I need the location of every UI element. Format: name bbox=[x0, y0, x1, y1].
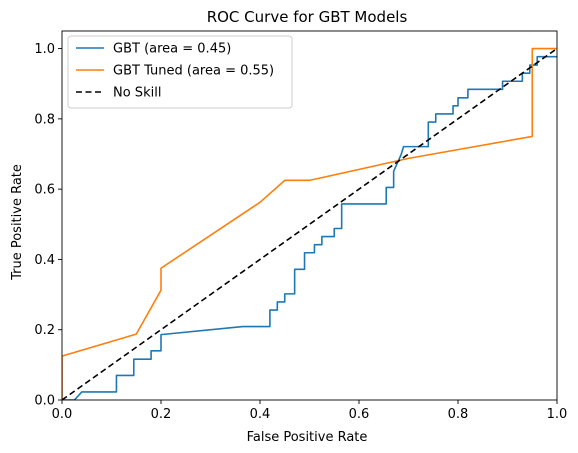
x-tick-label-5: 1.0 bbox=[547, 407, 568, 422]
y-tick-label-1: 0.2 bbox=[34, 323, 55, 338]
legend-label-1: GBT Tuned (area = 0.55) bbox=[113, 64, 274, 79]
series-line-0 bbox=[62, 55, 557, 400]
y-tick-label-3: 0.6 bbox=[34, 183, 55, 198]
series-group bbox=[62, 47, 557, 400]
x-tick-label-1: 0.2 bbox=[151, 407, 172, 422]
x-tick-label-2: 0.4 bbox=[250, 407, 271, 422]
series-line-2 bbox=[62, 47, 557, 400]
y-axis-label: True Positive Rate bbox=[10, 164, 25, 281]
x-tick-label-0: 0.0 bbox=[52, 407, 73, 422]
legend-label-2: No Skill bbox=[113, 86, 161, 101]
x-tick-label-4: 0.8 bbox=[448, 407, 469, 422]
y-tick-label-4: 0.8 bbox=[34, 112, 55, 127]
axes-frame bbox=[61, 30, 558, 401]
chart-title: ROC Curve for GBT Models bbox=[207, 8, 408, 26]
x-axis-label: False Positive Rate bbox=[247, 430, 368, 445]
legend-box bbox=[67, 35, 293, 109]
y-tick-label-2: 0.4 bbox=[34, 253, 55, 268]
legend-label-0: GBT (area = 0.45) bbox=[113, 42, 231, 57]
y-tick-label-0: 0.0 bbox=[34, 394, 55, 409]
y-tick-label-5: 1.0 bbox=[34, 42, 55, 57]
x-tick-label-3: 0.6 bbox=[349, 407, 370, 422]
series-line-1 bbox=[62, 47, 557, 400]
plot-area: 0.0 0.2 0.4 0.6 0.8 1.0 0.0 0.2 0.4 0.6 0.8 1.0 bbox=[34, 30, 568, 422]
legend: GBT (area = 0.45) GBT Tuned (area = 0.55)… bbox=[67, 35, 293, 109]
